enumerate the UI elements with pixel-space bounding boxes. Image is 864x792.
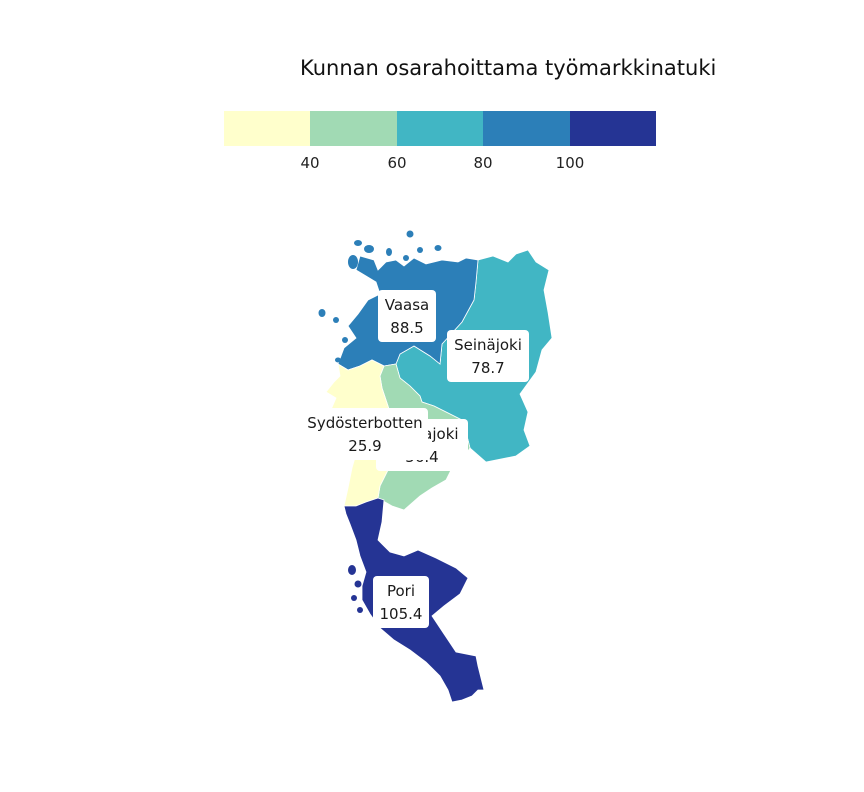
label-vaasa-value: 88.5 (390, 319, 423, 337)
label-pori-value: 105.4 (380, 605, 423, 623)
label-pori: Pori 105.4 (373, 576, 429, 628)
legend-swatch-2 (310, 111, 397, 146)
pori-islands (348, 565, 363, 613)
label-seinajoki: Seinäjoki 78.7 (447, 330, 529, 382)
legend-tick-60: 60 (387, 154, 407, 172)
legend-swatch-3 (396, 111, 484, 146)
label-vaasa-box (378, 290, 436, 342)
label-sydosterbotten-name: Sydösterbotten (307, 414, 422, 432)
legend-title: Kunnan osarahoittama työmarkkinatuki (300, 56, 717, 80)
label-vaasa-name: Vaasa (385, 296, 430, 314)
vaasa-archipelago (318, 230, 442, 363)
legend-tick-40: 40 (300, 154, 320, 172)
label-sydosterbotten-box (302, 408, 428, 460)
label-sydosterbotten: Sydösterbotten 25.9 (302, 408, 428, 460)
label-seinajoki-value: 78.7 (471, 359, 504, 377)
label-vaasa: Vaasa 88.5 (378, 290, 436, 342)
label-pori-name: Pori (387, 582, 415, 600)
label-pori-box (373, 576, 429, 628)
label-seinajoki-name: Seinäjoki (454, 336, 522, 354)
legend-color-bar (224, 111, 657, 146)
legend-swatch-5 (569, 111, 657, 146)
label-seinajoki-box (447, 330, 529, 382)
legend-tick-80: 80 (473, 154, 493, 172)
legend-tick-100: 100 (555, 154, 585, 172)
legend-swatch-1 (224, 111, 311, 146)
legend-swatch-4 (483, 111, 570, 146)
label-sydosterbotten-value: 25.9 (348, 437, 381, 455)
